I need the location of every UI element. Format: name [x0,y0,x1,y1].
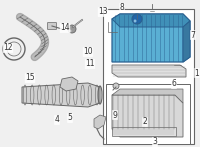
Text: 7: 7 [191,30,195,40]
Text: 1: 1 [195,69,199,77]
Text: 15: 15 [25,74,35,82]
Text: 14: 14 [60,24,70,32]
Text: 9: 9 [113,111,117,120]
Polygon shape [112,14,190,27]
Polygon shape [112,95,183,137]
Text: 8: 8 [120,4,124,12]
Circle shape [113,83,119,89]
Text: 13: 13 [98,7,108,16]
Circle shape [134,20,136,22]
FancyBboxPatch shape [106,84,190,144]
Polygon shape [183,21,190,62]
Text: 3: 3 [153,137,157,147]
Polygon shape [112,14,190,62]
Circle shape [68,30,72,32]
Circle shape [68,25,76,33]
FancyBboxPatch shape [103,9,194,144]
Polygon shape [22,83,100,107]
FancyBboxPatch shape [48,22,57,30]
Text: 4: 4 [55,116,59,125]
Text: 11: 11 [85,60,95,69]
Polygon shape [112,89,183,103]
Text: 5: 5 [68,113,72,122]
FancyBboxPatch shape [112,127,176,136]
Text: 10: 10 [83,47,93,56]
Text: 2: 2 [143,117,147,127]
Polygon shape [94,115,106,129]
Polygon shape [112,65,186,77]
Text: 12: 12 [3,44,13,52]
Circle shape [132,14,142,24]
Polygon shape [60,77,78,91]
Text: 6: 6 [172,80,176,88]
